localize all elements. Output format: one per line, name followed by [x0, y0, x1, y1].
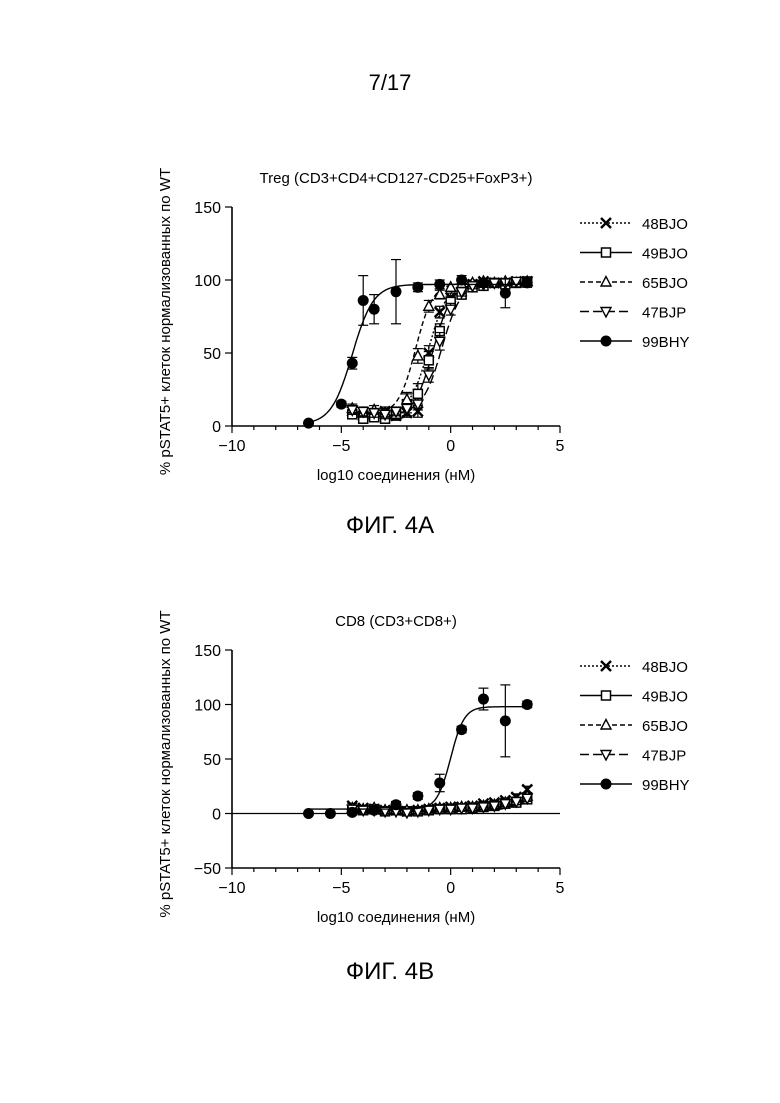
x-tick-label: 5 [556, 880, 565, 897]
y-tick-label: 150 [194, 643, 221, 660]
y-tick-label: 50 [203, 752, 221, 769]
x-tick-label: −5 [332, 880, 350, 897]
y-tick-label: 0 [212, 807, 221, 824]
legend-marker [601, 720, 611, 730]
y-tick-label: 100 [194, 698, 221, 715]
legend-entry-99BHY: 99BHY [580, 777, 690, 794]
legend-marker [602, 691, 611, 700]
legend-marker [601, 751, 611, 761]
figure-caption-4b: ФИГ. 4В [0, 958, 780, 986]
legend-label: 99BHY [642, 777, 690, 794]
chart-cd8: CD8 (CD3+CD8+)−10−505−50050100150log10 с… [0, 0, 780, 1103]
legend-entry-65BJO: 65BJO [580, 718, 688, 735]
data-point-99BHY [522, 699, 533, 710]
data-point-99BHY [478, 694, 489, 705]
data-point-99BHY [391, 799, 402, 810]
x-tick-label: −10 [218, 880, 245, 897]
legend-entry-47BJP: 47BJP [580, 748, 686, 765]
y-axis-label: % pSTAT5+ клеток нормализованных по WT [157, 610, 174, 917]
x-tick-label: 0 [446, 880, 455, 897]
legend-label: 49BJO [642, 689, 688, 706]
chart-title: CD8 (CD3+CD8+) [335, 613, 457, 630]
legend-entry-49BJO: 49BJO [580, 689, 688, 706]
data-point-99BHY [369, 805, 380, 816]
data-point-99BHY [434, 777, 445, 788]
legend-entry-48BJO: 48BJO [580, 659, 688, 676]
legend-label: 48BJO [642, 659, 688, 676]
y-tick-label: −50 [194, 861, 221, 878]
data-point-99BHY [303, 808, 314, 819]
data-point-99BHY [412, 791, 423, 802]
data-point-99BHY [347, 807, 358, 818]
data-point-99BHY [456, 724, 467, 735]
legend-label: 65BJO [642, 718, 688, 735]
legend-label: 47BJP [642, 748, 686, 765]
data-point-99BHY [325, 808, 336, 819]
x-axis-label: log10 соединения (нМ) [317, 909, 475, 926]
data-point-99BHY [500, 715, 511, 726]
legend-marker [601, 779, 612, 790]
